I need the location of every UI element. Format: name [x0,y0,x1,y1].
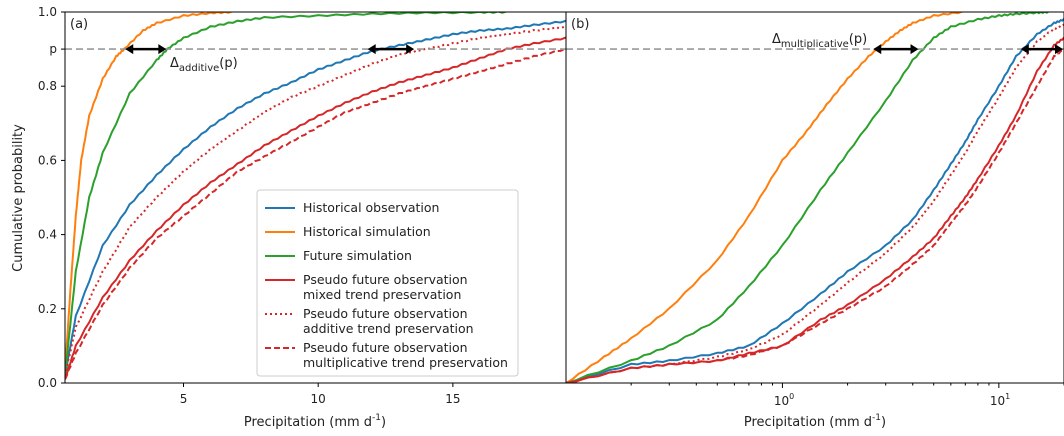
y-tick-label-p: p [49,42,57,56]
legend-frame [256,189,519,377]
panel-a-series-line-6 [65,47,566,380]
panel-b-delta-arrowhead-left-2 [1020,44,1029,55]
ytick-label-5: 0.8 [38,79,57,93]
panel-a-series-line-2 [65,12,233,372]
panel-a-label: (a) [70,17,88,32]
panel-b-xtick-label-2: 101 [990,392,1010,408]
ytick-label-4: 0.6 [38,153,57,167]
legend-label-4-line-2: mixed trend preservation [303,287,461,302]
panel-a-series-line-4 [65,36,566,380]
panel-b-xtick-label-1: 100 [774,392,794,408]
panel-a-series-line-5 [65,25,566,376]
legend-label-3-line-1: Future simulation [303,248,412,263]
annotation-delta-additive: Δadditive(p) [170,56,238,74]
panel-b-frame [565,11,1064,384]
panel-b-series-line-2 [566,12,963,383]
panel-b-label: (b) [571,17,589,32]
legend-label-2-line-1: Historical simulation [303,224,431,239]
panel-b-x-axis-label: Precipitation (mm d-1) [744,413,886,430]
panel-b-delta-arrowhead-left-1 [873,44,882,55]
legend-label-6-line-1: Pseudo future observation [303,340,468,355]
panel-b-series-line-1 [566,18,1064,383]
panel-a-series-line-1 [65,19,566,376]
panel-a-series [65,12,566,380]
ytick-label-2: 0.2 [38,302,57,316]
panel-b-series [566,12,1064,383]
panel-a-xtick-label-3: 15 [445,392,460,406]
ytick-label-6: 1.0 [38,5,57,19]
ytick-label-3: 0.4 [38,228,57,242]
legend-label-6-line-2: multiplicative trend preservation [303,355,508,370]
legend: Historical observation Historical simulat… [256,189,519,377]
panel-b-series-line-5 [566,23,1064,383]
panel-b [565,11,1064,388]
panel-a-xtick-label-1: 5 [180,392,188,406]
legend-label-5-line-1: Pseudo future observation [303,306,468,321]
legend-label-4-line-1: Pseudo future observation [303,272,468,287]
panel-a: 5 10 15 0.0 0.2 0.4 0.6 0.8 1.0 [38,5,567,406]
panel-b-series-line-3 [566,12,1050,383]
legend-label-1-line-1: Historical observation [303,200,439,215]
panel-a-delta-arrowhead-left-1 [125,44,134,55]
annotation-delta-multiplicative: Δmultiplicative(p) [772,32,867,50]
legend-label-5-line-2: additive trend preservation [303,321,474,336]
panel-b-delta-arrowhead-right-2 [1055,44,1063,55]
panel-a-delta-arrowhead-right-2 [406,44,415,55]
panel-b-series-line-6 [566,47,1064,383]
panel-a-series-line-3 [65,12,507,376]
panel-a-x-axis-label: Precipitation (mm d-1) [244,413,386,430]
panel-b-delta-arrowhead-right-1 [910,44,919,55]
panel-a-delta-arrowhead-right-1 [158,44,167,55]
panel-a-delta-arrowhead-left-2 [367,44,376,55]
ytick-label-1: 0.0 [38,376,57,390]
y-axis-label: Cumulative probability [11,124,26,272]
panel-a-xtick-label-2: 10 [311,392,326,406]
